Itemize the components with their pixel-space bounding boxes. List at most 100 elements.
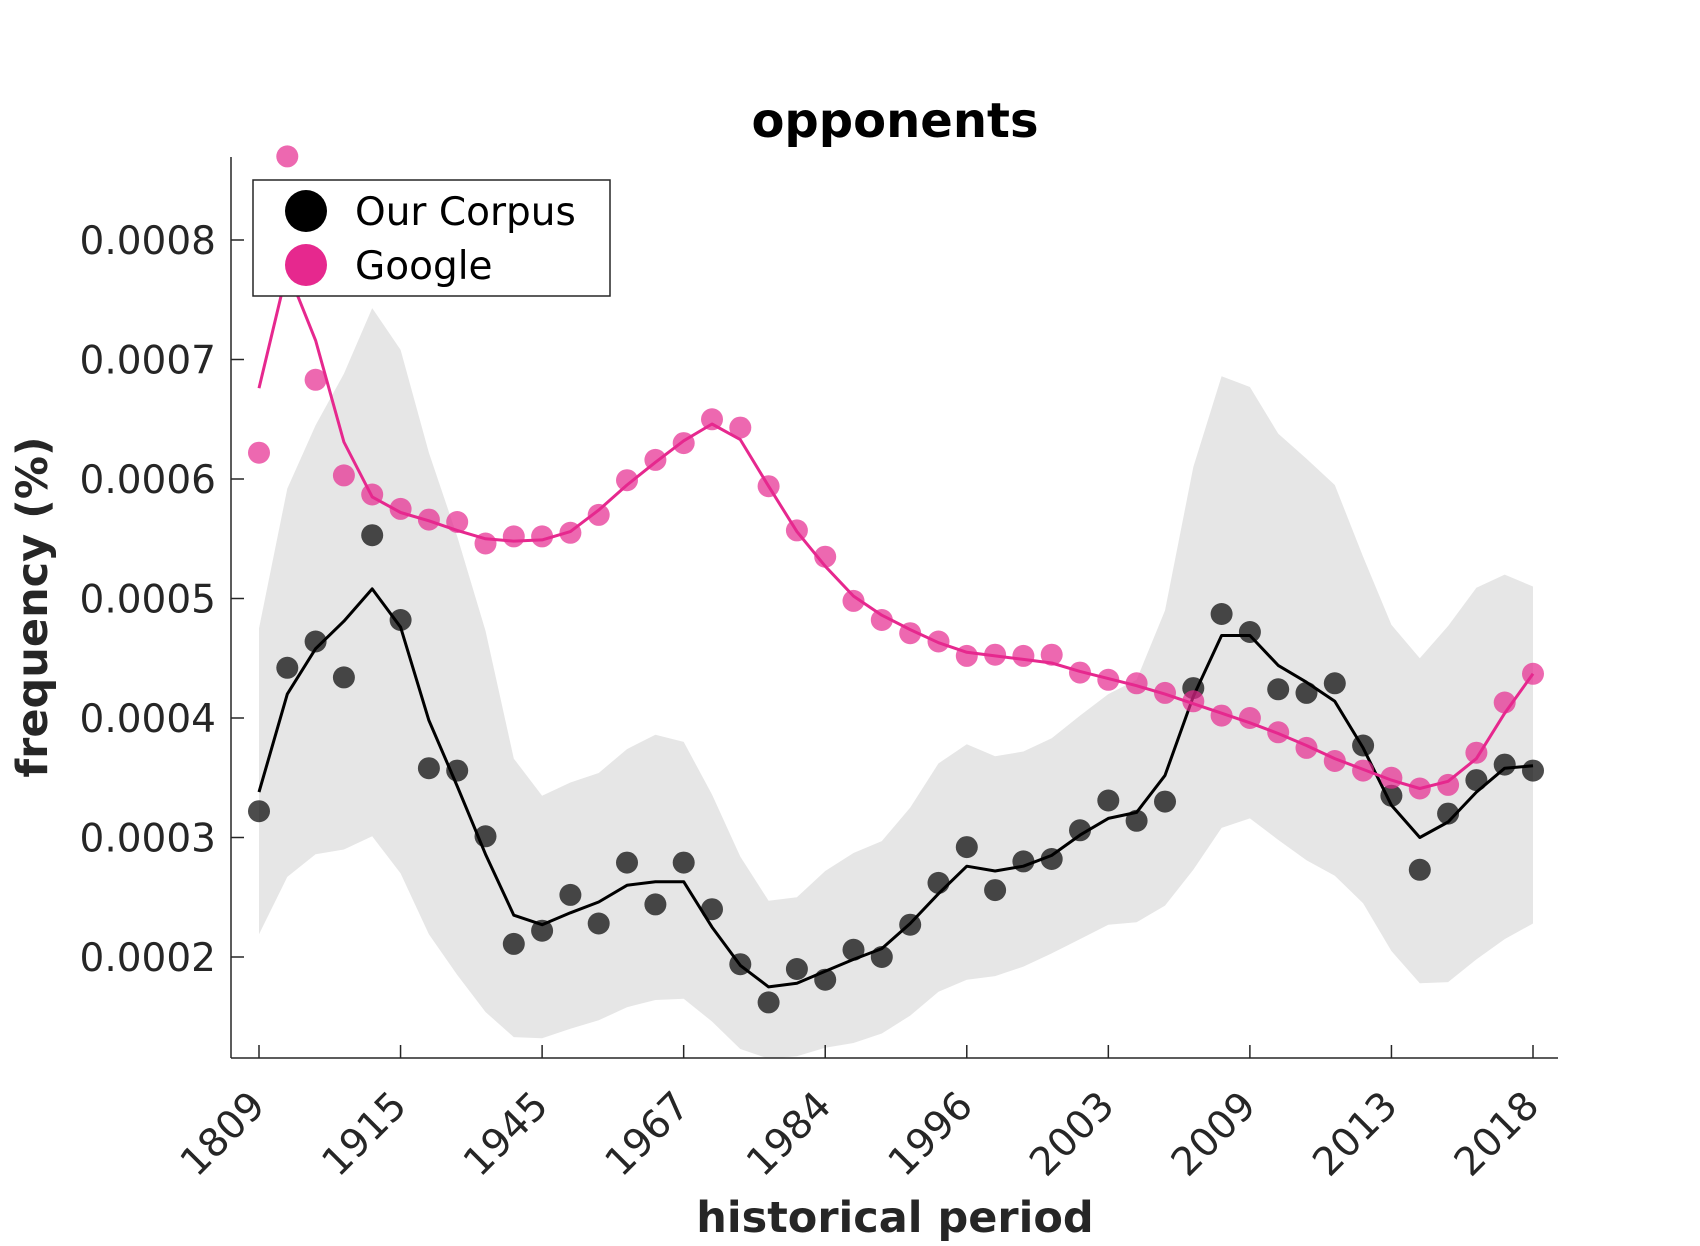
google-point-14 [644, 448, 667, 471]
x-tick-label: 2013 [1305, 1083, 1407, 1185]
google-point-7 [446, 511, 469, 533]
google-point-18 [757, 475, 780, 498]
our-corpus-point-4 [361, 524, 384, 547]
google-point-10 [531, 525, 554, 548]
google-point-20 [814, 545, 837, 568]
x-tick-label: 1967 [597, 1083, 699, 1185]
y-tick-label: 0.0007 [80, 339, 216, 384]
google-point-41 [1408, 777, 1431, 800]
google-point-29 [1069, 661, 1091, 684]
x-tick-label: 1996 [880, 1083, 982, 1185]
our-corpus-point-23 [899, 913, 922, 936]
our-corpus-point-28 [1040, 848, 1063, 870]
google-point-28 [1040, 643, 1063, 666]
google-point-39 [1352, 759, 1375, 782]
google-point-6 [417, 508, 440, 531]
our-corpus-point-19 [785, 958, 808, 980]
google-point-26 [984, 643, 1007, 666]
google-point-23 [899, 622, 922, 645]
google-point-1 [276, 145, 299, 168]
google-point-33 [1182, 690, 1205, 713]
y-tick-label: 0.0004 [80, 697, 216, 742]
google-point-30 [1097, 668, 1120, 691]
google-point-44 [1493, 691, 1516, 714]
y-tick-label: 0.0005 [80, 578, 216, 623]
google-point-43 [1465, 741, 1488, 764]
our-corpus-point-40 [1380, 784, 1403, 807]
our-corpus-point-14 [644, 893, 667, 916]
our-corpus-point-27 [1012, 850, 1035, 873]
our-corpus-point-15 [672, 851, 695, 874]
google-point-11 [559, 521, 582, 544]
our-corpus-point-2 [304, 630, 327, 653]
google-point-36 [1267, 721, 1290, 744]
google-point-0 [248, 441, 270, 464]
our-corpus-point-11 [559, 883, 582, 906]
y-tick-label: 0.0002 [80, 936, 216, 981]
x-tick-label: 1984 [738, 1083, 840, 1185]
our-corpus-point-37 [1295, 681, 1318, 704]
our-corpus-point-44 [1493, 753, 1516, 776]
our-corpus-point-32 [1154, 790, 1176, 813]
google-point-17 [729, 416, 752, 439]
google-point-32 [1154, 681, 1176, 704]
our-corpus-point-36 [1267, 678, 1290, 701]
our-corpus-line [257, 587, 1534, 989]
legend-marker-our-corpus [285, 190, 327, 232]
google-point-13 [616, 469, 638, 492]
our-corpus-point-43 [1465, 769, 1488, 792]
x-tick-label: 2003 [1021, 1083, 1123, 1185]
our-corpus-point-41 [1408, 858, 1431, 881]
our-corpus-point-24 [927, 871, 950, 894]
google-point-35 [1238, 707, 1261, 729]
our-corpus-point-21 [842, 938, 865, 961]
google-point-19 [785, 519, 808, 542]
our-corpus-point-8 [474, 825, 497, 848]
google-point-15 [672, 432, 695, 455]
our-corpus-point-1 [276, 656, 299, 679]
our-corpus-point-7 [446, 759, 469, 782]
google-point-8 [474, 532, 497, 555]
our-corpus-points [248, 524, 1544, 1014]
our-corpus-point-5 [389, 609, 412, 631]
our-corpus-point-13 [616, 851, 638, 874]
google-point-24 [927, 630, 950, 653]
x-tick-label: 1809 [172, 1083, 274, 1185]
google-point-40 [1380, 766, 1403, 789]
google-point-22 [870, 609, 893, 631]
legend: Our Corpus Google [252, 179, 611, 297]
our-corpus-point-25 [955, 836, 978, 859]
x-axis-label: historical period [696, 1193, 1093, 1243]
plot-area [248, 145, 1544, 1059]
our-corpus-point-34 [1210, 603, 1233, 625]
our-corpus-point-30 [1097, 789, 1120, 812]
google-point-16 [701, 408, 723, 431]
google-point-34 [1210, 704, 1233, 727]
google-line [257, 268, 1535, 790]
our-corpus-point-6 [417, 757, 440, 780]
our-corpus-point-18 [757, 991, 780, 1014]
our-corpus-point-0 [248, 800, 270, 823]
our-corpus-point-42 [1437, 802, 1460, 825]
our-corpus-point-35 [1238, 621, 1261, 643]
google-point-4 [361, 483, 384, 506]
chart-title: opponents [751, 93, 1038, 149]
legend-marker-google [285, 244, 327, 286]
x-tick-label: 2009 [1163, 1083, 1265, 1185]
google-point-21 [842, 589, 865, 612]
google-points [248, 145, 1544, 800]
y-tick-label: 0.0008 [80, 219, 216, 264]
our-corpus-point-9 [502, 932, 525, 955]
google-point-31 [1125, 672, 1148, 695]
google-point-42 [1437, 773, 1460, 796]
google-point-3 [332, 464, 355, 487]
legend-label-our-corpus: Our Corpus [355, 190, 576, 235]
y-axis-ticks: 0.0002 0.0003 0.0004 0.0005 0.0006 0.0007 0.00… [80, 219, 244, 981]
our-corpus-point-12 [587, 912, 610, 935]
our-corpus-point-39 [1352, 734, 1375, 757]
our-corpus-point-22 [870, 946, 893, 968]
x-tick-label: 2018 [1446, 1083, 1548, 1185]
google-point-37 [1295, 736, 1318, 759]
google-point-12 [587, 503, 610, 526]
